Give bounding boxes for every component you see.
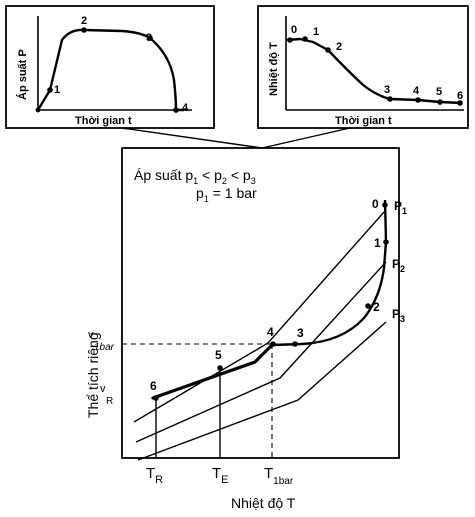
temperature-point-6 [457,100,463,106]
temperature-point-label-4: 4 [413,85,420,97]
process-point-label-3: 3 [297,326,304,340]
process-point-label-0: 0 [372,197,379,211]
pressure-point-2 [81,27,87,33]
v1bar-sub-label: 1bar [94,342,115,353]
process-point-3 [292,341,298,347]
process-point-label-1: 1 [374,236,381,250]
temperature-point-4 [415,97,421,103]
vr-sub-label: R [106,396,113,407]
specific-volume-axis-label: Thể tích riêng [85,332,101,418]
te-label: TE [212,465,229,486]
temperature-point-label-3: 3 [384,84,390,96]
process-point-label-2: 2 [373,300,380,314]
process-point-label-4: 4 [267,325,274,339]
process-point-1 [383,239,389,245]
temperature-point-0 [287,37,293,43]
pressure-point-4 [173,107,179,113]
process-point-0 [382,202,388,208]
process-point-4 [270,341,276,347]
isobar-p3-label: P3 [392,307,405,324]
isobar-p2-line [135,261,387,443]
connector-left [121,127,263,149]
temperature-axis-title: Nhiệt độ T [231,495,296,511]
pressure-point-3 [147,35,153,41]
process-path-curve [271,199,388,347]
temperature-point-label-0: 0 [291,24,297,36]
pressure-axis-label: Áp suất P [16,49,29,100]
temperature-panel-frame [257,5,469,129]
temperature-time-axis-label: Thời gian t [335,115,392,127]
temperature-point-1 [302,36,308,42]
temperature-time-panel: 0 1 2 3 4 5 6 Nhiệt độ T Thời gian t [257,5,469,129]
pressure-point-label-4: 4 [182,102,189,114]
temperature-point-5 [437,99,443,105]
pressure-time-axis-label: Thời gian t [75,115,132,127]
pressure-time-panel: 1 2 3 4 Áp suất P Thời gian t [5,5,215,129]
t1bar-label: T1bar [264,465,294,487]
isobar-p1-line [133,211,385,423]
pressure-relation-title: Áp suất p1 < p2 < p3 [134,167,256,186]
isobar-p2-label: P2 [392,257,405,274]
vr-label: v [100,383,106,395]
pressure-condition-label: p1 = 1 bar [196,185,257,204]
pressure-point-label-3: 3 [146,32,152,44]
process-point-label-5: 5 [215,348,222,362]
process-point-6 [153,395,159,401]
temperature-point-3 [387,96,393,102]
process-path-thick [151,343,274,400]
isobar-p1-label: P1 [394,199,407,216]
temperature-point-2 [325,47,331,53]
pressure-origin-point [35,107,41,113]
temperature-point-label-2: 2 [336,41,342,53]
process-point-5 [217,365,223,371]
temperature-axis-label: Nhiệt độ T [268,42,280,96]
process-point-label-6: 6 [150,379,157,393]
process-point-2 [365,303,371,309]
connector-lines [121,127,351,149]
temperature-point-label-5: 5 [436,86,442,98]
v1bar-label: v [88,329,94,341]
temperature-point-label-1: 1 [313,26,319,38]
tr-label: TR [146,465,163,486]
pressure-point-label-1: 1 [54,84,60,96]
main-panel-frame [121,147,400,459]
pressure-point-label-2: 2 [81,15,87,27]
connector-right [261,127,351,149]
temperature-point-label-6: 6 [457,90,463,102]
isobar-p3-line [137,321,387,461]
pressure-point-1 [47,87,53,93]
main-diagram: Áp suất p1 < p2 < p3 p1 = 1 bar 0 1 2 3 … [85,147,407,511]
